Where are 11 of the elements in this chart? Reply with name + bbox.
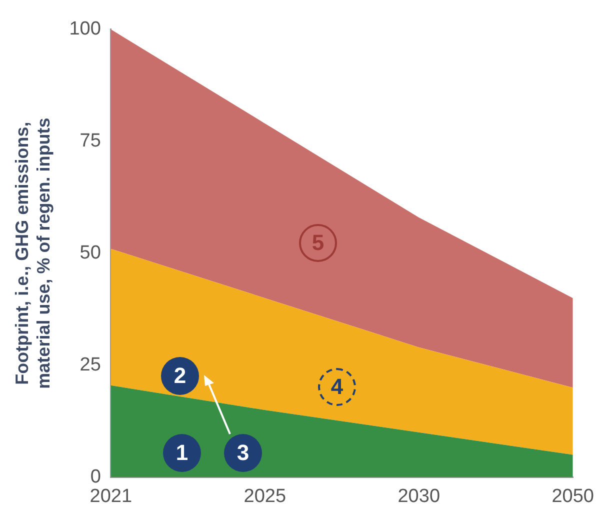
y-tick-label: 50	[80, 242, 101, 264]
x-tick-label: 2025	[244, 486, 286, 507]
x-tick-label: 2030	[398, 486, 440, 507]
x-tick-label: 2021	[90, 486, 132, 507]
number-badge: 4	[318, 368, 356, 406]
y-tick-label: 100	[69, 18, 101, 40]
y-tick-label: 0	[90, 466, 101, 488]
y-axis-title: Footprint, i.e., GHG emissions, material use, % of regen. inputs	[12, 118, 54, 389]
x-tick-label: 2050	[552, 486, 594, 507]
y-tick-label: 25	[80, 354, 101, 376]
y-tick-label: 75	[80, 130, 101, 152]
